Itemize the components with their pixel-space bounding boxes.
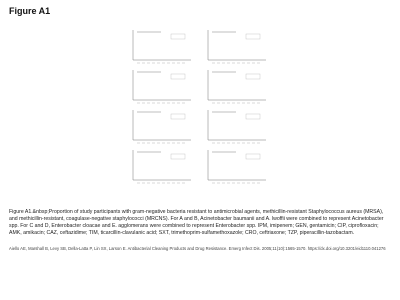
panel-legend xyxy=(170,113,186,120)
panel-legend xyxy=(170,73,186,80)
panel-legend xyxy=(245,33,261,40)
figure-title: Figure A1 xyxy=(9,6,51,16)
figure xyxy=(132,30,266,184)
citation: Aiello AE, Marshall B, Levy SB, Della-La… xyxy=(9,246,386,251)
panel-legend xyxy=(170,153,186,160)
panel-legend xyxy=(245,153,261,160)
panel-legend xyxy=(170,33,186,40)
caption: Figure A1.&nbsp;Proportion of study part… xyxy=(9,209,384,236)
panel-legend xyxy=(245,73,261,80)
panel-legend xyxy=(245,113,261,120)
